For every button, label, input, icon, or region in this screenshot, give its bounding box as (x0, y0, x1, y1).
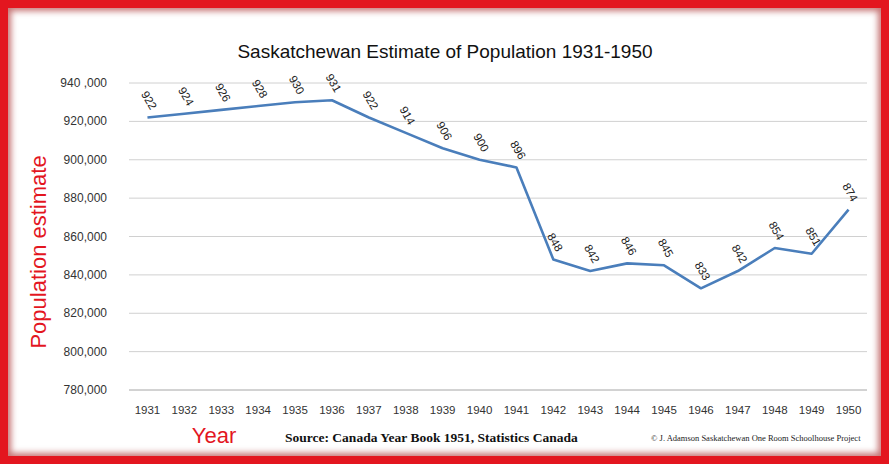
x-tick-label: 1942 (541, 404, 567, 416)
title: Saskatchewan Estimate of Population 1931… (237, 41, 652, 62)
x-tick-label: 1935 (282, 404, 308, 416)
data-label: 926 (213, 81, 233, 104)
grid-line (129, 236, 867, 237)
x-tick-label: 1949 (799, 404, 825, 416)
y-tick-label: 940 ,000 (60, 76, 107, 90)
data-line (147, 100, 848, 288)
x-tick-label: 1945 (651, 404, 677, 416)
x-tick-label: 1932 (172, 404, 198, 416)
x-tick-label: 1936 (319, 404, 345, 416)
data-label: 845 (656, 237, 676, 260)
data-label: 922 (361, 89, 381, 112)
data-label: 931 (324, 72, 344, 95)
data-label: 833 (693, 260, 713, 283)
x-tick-label: 1943 (577, 404, 603, 416)
x-axis-line (129, 390, 867, 391)
data-label: 930 (287, 74, 307, 97)
data-label: 874 (840, 181, 860, 204)
data-label: 848 (545, 231, 565, 254)
chart: Saskatchewan Estimate of Population 1931… (0, 0, 889, 464)
grid-line (129, 121, 867, 122)
y-tick-label: 920,000 (64, 114, 108, 128)
data-label: 896 (508, 139, 528, 162)
x-tick-label: 1944 (614, 404, 640, 416)
grid-line (129, 351, 867, 352)
data-label: 906 (434, 120, 454, 143)
grid-line (129, 198, 867, 199)
copyright-note: © J. Adamson Saskatchewan One Room Schoo… (651, 433, 861, 443)
x-tick-label: 1934 (245, 404, 271, 416)
plot-area (147, 100, 848, 288)
x-tick-label: 1937 (356, 404, 382, 416)
data-label: 851 (803, 225, 823, 248)
y-tick-label: 800,000 (64, 345, 108, 359)
x-tick-label: 1933 (208, 404, 234, 416)
source-note: Source: Canada Year Book 1951, Statistic… (285, 430, 578, 445)
y-tick-label: 860,000 (64, 230, 108, 244)
data-label: 924 (176, 85, 196, 108)
x-axis-label: Year (192, 423, 236, 448)
x-tick-label: 1941 (504, 404, 530, 416)
grid-line (129, 274, 867, 275)
x-tick-label: 1940 (467, 404, 493, 416)
x-tick-label: 1946 (688, 404, 714, 416)
x-tick-label: 1939 (430, 404, 456, 416)
data-label: 914 (397, 104, 417, 127)
data-label: 928 (250, 77, 270, 100)
x-tick-label: 1938 (393, 404, 419, 416)
x-tick-label: 1947 (725, 404, 751, 416)
x-tick-label: 1948 (762, 404, 788, 416)
data-label: 900 (471, 131, 491, 154)
data-label: 842 (582, 242, 602, 265)
x-tick-label: 1931 (135, 404, 161, 416)
data-label: 842 (730, 242, 750, 265)
grid-line (129, 313, 867, 314)
y-axis-label: Population estimate (26, 155, 51, 348)
y-tick-label: 820,000 (64, 306, 108, 320)
y-tick-label: 880,000 (64, 191, 108, 205)
frame (0, 0, 889, 464)
data-label: 846 (619, 235, 639, 258)
y-tick-label: 900,000 (64, 153, 108, 167)
data-label: 922 (139, 89, 159, 112)
grid-line (129, 83, 867, 84)
grid-line (129, 159, 867, 160)
y-tick-label: 780,000 (64, 383, 108, 397)
data-label: 854 (766, 219, 786, 242)
x-tick-label: 1950 (836, 404, 862, 416)
y-tick-label: 840,000 (64, 268, 108, 282)
